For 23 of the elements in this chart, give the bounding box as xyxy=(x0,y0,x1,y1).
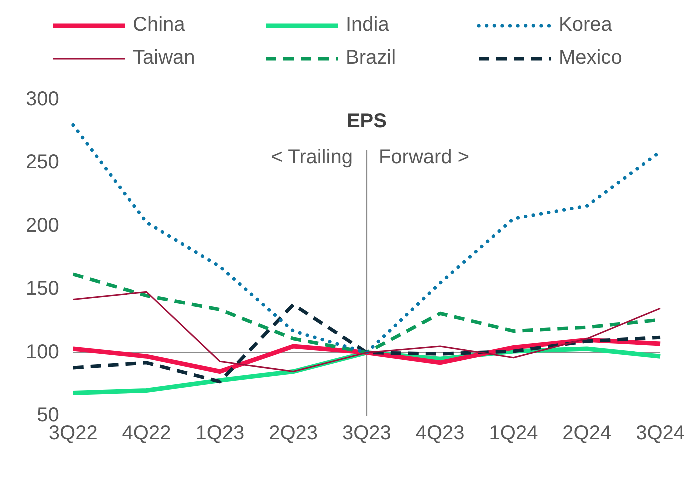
x-tick-label: 4Q22 xyxy=(122,422,172,445)
legend-label: China xyxy=(133,14,186,37)
x-tick-label: 2Q23 xyxy=(269,422,318,445)
legend-label: Korea xyxy=(559,14,614,37)
y-tick-label: 100 xyxy=(26,341,60,364)
legend-label: Brazil xyxy=(346,47,398,70)
y-tick-label: 250 xyxy=(26,152,60,174)
annotation: Forward > xyxy=(378,146,470,169)
x-tick-label: 2Q24 xyxy=(562,422,612,445)
x-tick-label: 1Q23 xyxy=(196,422,245,445)
x-tick-label: 4Q23 xyxy=(416,422,465,445)
y-tick-label: 200 xyxy=(26,214,60,237)
y-tick-label: 300 xyxy=(26,88,60,111)
legend-label: India xyxy=(346,14,390,37)
x-tick-label: 3Q24 xyxy=(636,422,686,445)
line-series xyxy=(72,303,662,384)
y-tick-label: 150 xyxy=(26,278,60,300)
text: EPS xyxy=(346,110,387,133)
x-tick-label: 3Q23 xyxy=(342,422,392,445)
legend-label: Mexico xyxy=(559,47,624,70)
x-tick-label: 1Q24 xyxy=(489,422,538,445)
legend-label: Taiwan xyxy=(133,47,196,70)
annotation: < Trailing xyxy=(271,146,353,169)
